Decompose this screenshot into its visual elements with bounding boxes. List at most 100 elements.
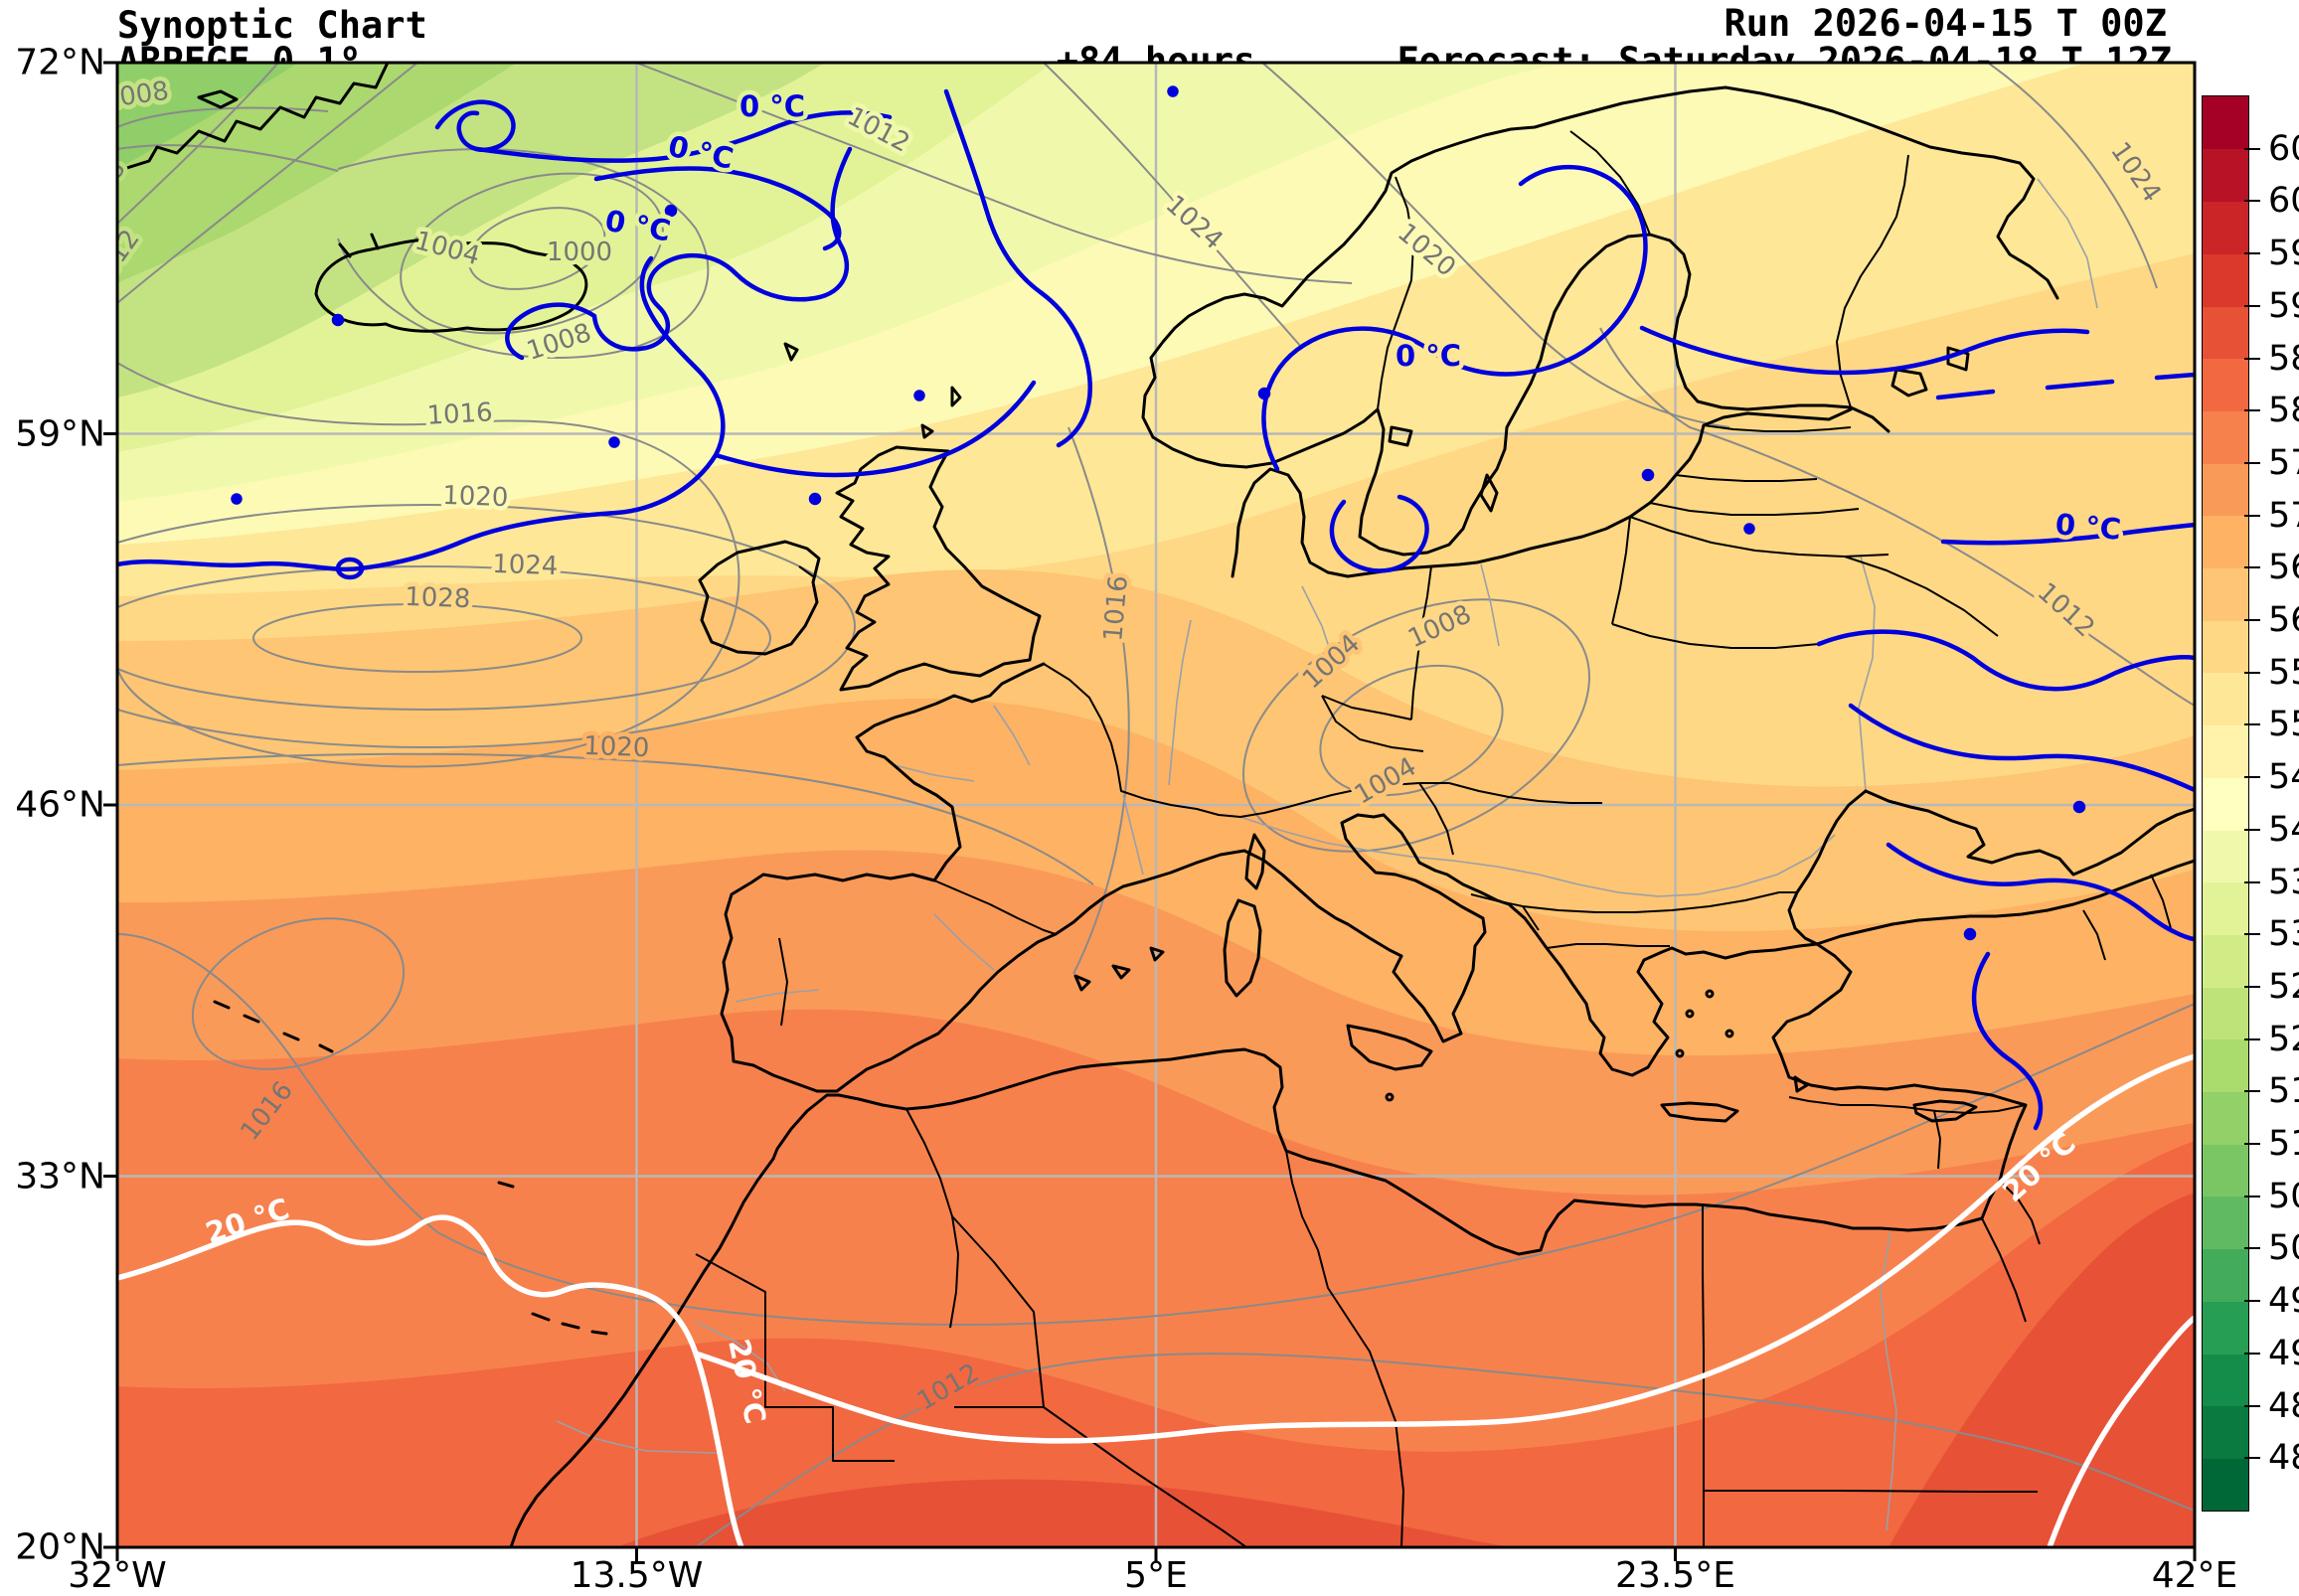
axis-ticks xyxy=(103,61,2197,1561)
colorbar-tick xyxy=(2244,880,2260,883)
lat-tick-label: 72°N xyxy=(15,42,105,83)
chart-title: Synoptic Chart xyxy=(117,4,427,47)
colorbar-tick xyxy=(2244,147,2260,150)
colorbar-segment xyxy=(2203,1248,2248,1302)
colorbar-tick xyxy=(2244,357,2260,360)
lat-tick-label: 20°N xyxy=(15,1526,105,1568)
colorbar-tick-label: 495 xyxy=(2268,1281,2299,1322)
colorbar-segment xyxy=(2203,96,2248,150)
colorbar-segment xyxy=(2203,201,2248,254)
warm-contour-layer xyxy=(117,1053,2195,1547)
colorbar-segment xyxy=(2203,724,2248,778)
colorbar-segment xyxy=(2203,1196,2248,1250)
lon-tick-label: 5°E xyxy=(1124,1555,1188,1596)
colorbar-segment xyxy=(2203,1091,2248,1145)
colorbar-tick xyxy=(2244,776,2260,779)
colorbar-tick xyxy=(2244,1037,2260,1040)
graticule xyxy=(117,63,2195,1547)
colorbar-tick xyxy=(2244,671,2260,674)
colorbar-segment xyxy=(2203,620,2248,674)
colorbar-tick-label: 570 xyxy=(2268,495,2299,536)
isobar-value-label: 1000 xyxy=(547,238,612,267)
colorbar-tick xyxy=(2244,304,2260,307)
lat-tick-label: 33°N xyxy=(15,1156,105,1197)
colorbar-segment xyxy=(2203,829,2248,883)
colorbar-tick xyxy=(2244,514,2260,517)
colorbar-tick-label: 560 xyxy=(2268,600,2299,641)
temperature-contour-label: 0 °C xyxy=(2053,507,2122,547)
colorbar-segment xyxy=(2203,410,2248,464)
colorbar-tick xyxy=(2244,200,2260,203)
colorbar-tick-label: 600 xyxy=(2268,181,2299,222)
colorbar-segment xyxy=(2203,1353,2248,1407)
colorbar-tick xyxy=(2244,1300,2260,1303)
colorbar-tick-label: 535 xyxy=(2268,862,2299,902)
colorbar-tick-label: 605 xyxy=(2268,128,2299,169)
colorbar-segment xyxy=(2203,305,2248,360)
isobar-value-label: 1028 xyxy=(405,582,471,614)
colorbar-tick xyxy=(2244,985,2260,988)
river-layer xyxy=(556,178,2098,1531)
colorbar-tick-label: 505 xyxy=(2268,1176,2299,1216)
colorbar-segment xyxy=(2203,358,2248,411)
colorbar-tick-label: 575 xyxy=(2268,442,2299,483)
isobar-value-label: 1020 xyxy=(583,731,650,763)
colorbar-tick-label: 555 xyxy=(2268,652,2299,693)
colorbar-tick-label: 500 xyxy=(2268,1228,2299,1269)
colorbar-segment xyxy=(2203,253,2248,307)
colorbar-tick-label: 585 xyxy=(2268,338,2299,379)
colorbar-tick-label: 595 xyxy=(2268,234,2299,274)
colorbar-tick xyxy=(2244,1195,2260,1197)
colorbar-tick-label: 525 xyxy=(2268,966,2299,1007)
colorbar-tick-label: 550 xyxy=(2268,705,2299,745)
colorbar-segment xyxy=(2203,1038,2248,1093)
colorbar-segment xyxy=(2203,672,2248,726)
lon-tick-label: 23.5°E xyxy=(1615,1555,1735,1596)
isobar-value-label: 1024 xyxy=(492,550,559,581)
colorbar-segment xyxy=(2203,934,2248,988)
colorbar-tick-label: 515 xyxy=(2268,1071,2299,1112)
colorbar-tick-label: 565 xyxy=(2268,548,2299,588)
colorbar-tick-label: 590 xyxy=(2268,285,2299,326)
colorbar-tick-label: 540 xyxy=(2268,809,2299,850)
colorbar-tick xyxy=(2244,1404,2260,1407)
colorbar-tick xyxy=(2244,1457,2260,1460)
isobar-layer xyxy=(117,63,2195,1547)
colorbar-tick xyxy=(2244,619,2260,622)
lat-tick-label: 59°N xyxy=(15,413,105,454)
colorbar-tick-label: 580 xyxy=(2268,391,2299,431)
colorbar-tick xyxy=(2244,723,2260,726)
colorbar-segment xyxy=(2203,567,2248,621)
colorbar-segment xyxy=(2203,1301,2248,1355)
colorbar-segment xyxy=(2203,881,2248,935)
lon-tick-label: 13.5°W xyxy=(570,1555,704,1596)
colorbar-tick xyxy=(2244,1352,2260,1355)
lon-tick-label: 32°W xyxy=(68,1555,167,1596)
colorbar-tick xyxy=(2244,1247,2260,1250)
colorbar-tick xyxy=(2244,828,2260,831)
colorbar-segment xyxy=(2203,1405,2248,1459)
colorbar-tick xyxy=(2244,409,2260,412)
colorbar-segment xyxy=(2203,986,2248,1040)
freezing-contour-layer xyxy=(117,85,2195,1131)
colorbar-tick xyxy=(2244,461,2260,464)
colorbar-tick xyxy=(2244,1090,2260,1093)
colorbar-tick-label: 485 xyxy=(2268,1385,2299,1426)
colorbar-segment xyxy=(2203,1144,2248,1197)
colorbar-tick xyxy=(2244,933,2260,936)
colorbar-segment xyxy=(2203,462,2248,517)
colorbar-tick xyxy=(2244,566,2260,569)
colorbar-tick-label: 510 xyxy=(2268,1124,2299,1165)
colorbar-tick-label: 520 xyxy=(2268,1019,2299,1059)
colorbar-tick-label: 480 xyxy=(2268,1438,2299,1479)
colorbar-tick xyxy=(2244,1143,2260,1146)
run-datetime-label: Run 2026-04-15 T 00Z xyxy=(1724,2,2167,45)
isobar-value-label: 1016 xyxy=(426,398,494,430)
lon-tick-label: 42°E xyxy=(2151,1555,2238,1596)
colorbar-segment xyxy=(2203,777,2248,831)
temperature-contour-label: 0 °C xyxy=(739,89,805,123)
colorbar-tick-label: 490 xyxy=(2268,1333,2299,1373)
isobar-value-label: 1016 xyxy=(1098,574,1134,643)
